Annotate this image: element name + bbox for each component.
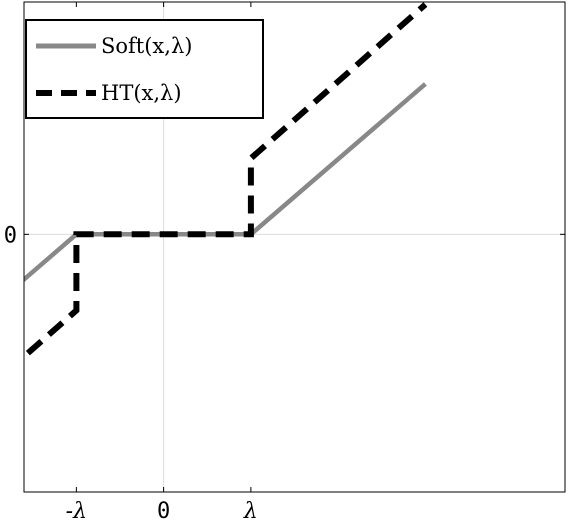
series-line-ht [24,2,428,361]
legend-label-soft: Soft(x,λ) [101,34,192,58]
x-tick-label: -λ [66,499,87,524]
x-tick-label: λ [243,499,258,524]
plot-frame [23,1,566,493]
series-layer [24,2,428,361]
tick-marks [24,2,565,492]
legend: Soft(x,λ) HT(x,λ) [25,19,264,119]
tick-labels: -λ 0 λ 0 [4,223,258,524]
legend-label-ht: HT(x,λ) [101,81,182,105]
x-tick-label: 0 [157,499,170,524]
y-tick-label: 0 [4,223,17,248]
legend-box [25,19,264,119]
